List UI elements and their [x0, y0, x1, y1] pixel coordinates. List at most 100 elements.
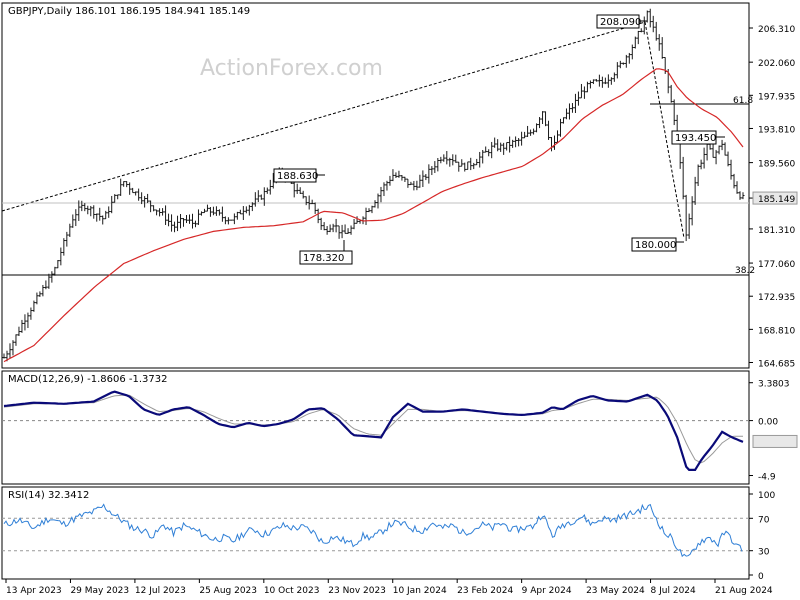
ohlc-bar — [585, 81, 589, 93]
ohlc-bar — [226, 217, 230, 225]
time-axis-label: 25 Aug 2023 — [199, 586, 257, 596]
ohlc-bar — [56, 260, 60, 269]
time-axis: 13 Apr 2023 29 May 2023 12 Jul 2023 25 Aug … — [5, 579, 773, 596]
ohlc-bar — [17, 326, 21, 337]
ohlc-bar — [547, 120, 551, 140]
ohlc-bar — [256, 190, 260, 203]
ohlc-bar — [579, 83, 583, 99]
ohlc-bar — [340, 224, 344, 239]
label-208-text: 208.090 — [600, 17, 641, 28]
ohlc-bar — [89, 205, 93, 217]
ohlc-bar — [499, 142, 503, 152]
ohlc-bar — [193, 220, 197, 228]
ohlc-bar — [526, 125, 530, 138]
ohlc-bar — [481, 149, 485, 164]
ohlc-bar — [472, 162, 476, 170]
rsi-axis-label: 100 — [758, 491, 775, 501]
ohlc-bar — [570, 103, 574, 113]
ohlc-bar — [232, 213, 236, 225]
ohlc-bar — [382, 182, 386, 197]
ohlc-bar — [187, 214, 191, 224]
ohlc-bar — [62, 238, 66, 256]
ohlc-bar — [92, 205, 96, 219]
ohlc-bar — [388, 175, 392, 186]
ohlc-bar — [502, 142, 506, 155]
ohlc-bar — [615, 62, 619, 79]
ohlc-bar — [735, 181, 739, 194]
label-180: 180.000 — [631, 237, 684, 252]
rsi-line — [3, 503, 743, 558]
ohlc-bar — [199, 211, 203, 216]
ohlc-bar — [259, 194, 263, 200]
ohlc-bar — [532, 128, 536, 135]
label-178-text: 178.320 — [303, 253, 344, 264]
ohlc-bar — [244, 206, 248, 214]
ohlc-bar — [391, 169, 395, 182]
ohlc-bar — [247, 204, 251, 216]
rsi-axis: 100 70 30 0 — [749, 491, 775, 582]
ohlc-bar — [741, 192, 745, 200]
macd-pane-frame — [1, 370, 750, 485]
price-axis-label: 206.310 — [758, 25, 795, 35]
ohlc-bar — [292, 180, 296, 198]
ohlc-bar — [352, 218, 356, 230]
ohlc-bar — [490, 141, 494, 159]
ohlc-bar — [119, 178, 123, 196]
ohlc-bar — [460, 159, 464, 167]
ohlc-bar — [125, 181, 129, 188]
ohlc-bar — [325, 226, 329, 235]
ohlc-bar — [185, 215, 189, 224]
price-pane: GBPJPY,Daily 186.101 186.195 184.941 185… — [1, 2, 798, 370]
label-188-text: 188.630 — [277, 171, 318, 182]
time-axis-label: 23 Feb 2024 — [457, 586, 513, 596]
ohlc-bar — [217, 209, 221, 216]
ohlc-bar — [699, 159, 703, 170]
ohlc-bar — [478, 151, 482, 168]
time-axis-label: 23 Nov 2023 — [328, 586, 386, 596]
time-axis-label: 13 Apr 2023 — [6, 586, 62, 596]
ohlc-bar — [44, 280, 48, 290]
ohlc-bar — [430, 166, 434, 176]
ohlc-bar — [421, 170, 425, 188]
price-axis-label: 164.685 — [758, 360, 795, 370]
ohlc-bar — [561, 117, 565, 124]
ohlc-bar — [196, 209, 200, 225]
ohlc-bar — [633, 36, 637, 49]
ohlc-bar — [68, 223, 72, 237]
ohlc-bar — [553, 135, 557, 150]
label-188: 188.630 — [273, 168, 325, 183]
ohlc-bar — [567, 103, 571, 120]
ohlc-bar — [59, 247, 63, 266]
ohlc-bar — [621, 62, 625, 65]
ohlc-bar — [146, 193, 150, 204]
ohlc-bar — [2, 353, 6, 359]
ohlc-bar — [651, 15, 655, 33]
ohlc-bar — [517, 138, 521, 147]
ohlc-bar — [600, 76, 604, 88]
ohlc-bar — [508, 136, 512, 153]
ohlc-bar — [47, 273, 51, 289]
ohlc-bar — [50, 271, 54, 283]
ohlc-bar — [588, 80, 592, 89]
ohlc-bar — [83, 203, 87, 212]
ohlc-bar — [176, 215, 180, 232]
label-180-text: 180.000 — [635, 240, 676, 251]
price-axis-label: 189.560 — [758, 160, 795, 170]
ohlc-bar — [603, 77, 607, 85]
ohlc-bar — [409, 181, 413, 186]
ohlc-bar — [334, 218, 338, 233]
ohlc-bar — [182, 218, 186, 227]
ohlc-bar — [529, 129, 533, 136]
ohlc-bar — [241, 206, 245, 220]
ohlc-bar — [702, 147, 706, 169]
ohlc-bar — [451, 154, 455, 166]
time-axis-label: 8 Jul 2024 — [651, 586, 696, 596]
ohlc-bar — [8, 343, 12, 359]
ohlc-bar — [32, 300, 36, 312]
price-axis-label: 197.935 — [758, 92, 795, 102]
ohlc-bar — [65, 231, 69, 247]
ohlc-bar — [564, 108, 568, 120]
price-axis-label: 168.810 — [758, 326, 795, 336]
ohlc-bar — [627, 52, 631, 64]
time-axis-label: 9 Apr 2024 — [522, 586, 572, 596]
